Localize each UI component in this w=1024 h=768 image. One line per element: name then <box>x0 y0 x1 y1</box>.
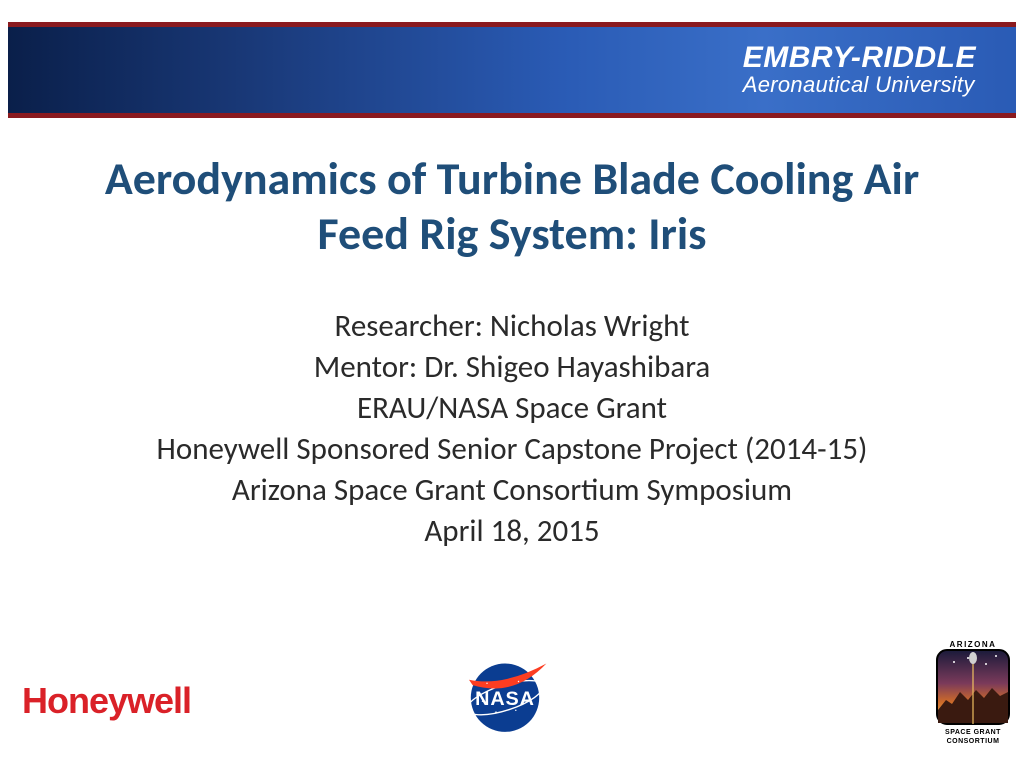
org-name-line1: EMBRY-RIDDLE <box>743 43 976 73</box>
body-line-sponsor: Honeywell Sponsored Senior Capstone Proj… <box>0 429 1024 470</box>
logo-row: Honeywell NASA ARIZONA SPACE GRANT <box>0 642 1024 752</box>
org-name-line2: Aeronautical University <box>743 73 976 97</box>
body-line-event: Arizona Space Grant Consortium Symposium <box>0 470 1024 511</box>
azsgc-bottom-text1: SPACE GRANT <box>945 729 1001 736</box>
header-banner: EMBRY-RIDDLE Aeronautical University <box>8 22 1016 118</box>
arizona-space-grant-logo: ARIZONA SPACE GRANT CONSORTIUM <box>936 638 1010 746</box>
body-line-mentor: Mentor: Dr. Shigeo Hayashibara <box>0 347 1024 388</box>
slide-title: Aerodynamics of Turbine Blade Cooling Ai… <box>0 152 1024 262</box>
body-line-grant: ERAU/NASA Space Grant <box>0 388 1024 429</box>
body-line-date: April 18, 2015 <box>0 511 1024 552</box>
embry-riddle-logo: EMBRY-RIDDLE Aeronautical University <box>743 43 976 97</box>
nasa-text: NASA <box>475 688 535 710</box>
nasa-logo: NASA <box>460 656 550 734</box>
azsgc-bottom-text2: CONSORTIUM <box>947 738 1000 745</box>
azsgc-top-text: ARIZONA <box>950 640 997 649</box>
body-line-researcher: Researcher: Nicholas Wright <box>0 306 1024 347</box>
slide-body: Researcher: Nicholas Wright Mentor: Dr. … <box>0 306 1024 551</box>
honeywell-logo: Honeywell <box>22 680 191 722</box>
